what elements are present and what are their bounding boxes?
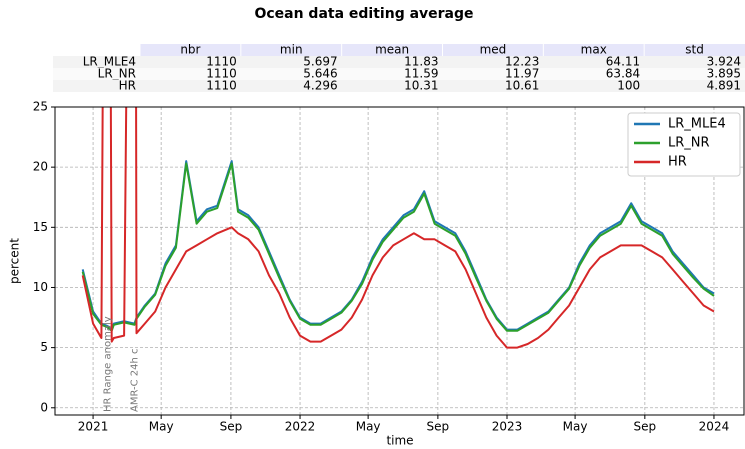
table-cell: 10.31 xyxy=(404,79,438,93)
table-cell: 1110 xyxy=(206,79,237,93)
table-cell: 11.59 xyxy=(404,67,438,81)
table-row-label: LR_NR xyxy=(98,67,136,81)
table-row-bg xyxy=(53,68,745,80)
table-cell: 4.296 xyxy=(303,79,337,93)
y-axis-label: percent xyxy=(8,238,22,284)
table-row-label: HR xyxy=(119,79,136,93)
x-tick-label: 2023 xyxy=(492,420,523,434)
table-header: max xyxy=(581,43,607,57)
x-tick-label: Sep xyxy=(634,420,657,434)
table-cell: 5.646 xyxy=(303,67,337,81)
table-cell: 63.84 xyxy=(606,67,640,81)
x-tick-label: 2021 xyxy=(78,420,109,434)
table-cell: 1110 xyxy=(206,67,237,81)
legend-label: LR_NR xyxy=(668,136,710,151)
x-tick-label: 2024 xyxy=(699,420,730,434)
table-cell: 1110 xyxy=(206,55,237,69)
table-header: mean xyxy=(375,43,409,57)
x-tick-label: Sep xyxy=(427,420,450,434)
table-cell: 100 xyxy=(617,79,640,93)
table-header: min xyxy=(280,43,303,57)
plot-frame xyxy=(54,106,745,416)
y-tick-label: 10 xyxy=(33,280,48,294)
table-row-bg xyxy=(53,80,745,92)
table-cell: 10.61 xyxy=(505,79,539,93)
annotation: HR Range anomaly xyxy=(103,316,114,412)
table-cell: 4.891 xyxy=(707,79,741,93)
table-cell: 64.11 xyxy=(606,55,640,69)
table-row-label: LR_MLE4 xyxy=(83,55,136,69)
table-cell: 3.895 xyxy=(707,67,741,81)
legend-box xyxy=(627,112,741,177)
y-tick-label: 5 xyxy=(40,340,48,354)
table-cell: 3.924 xyxy=(707,55,741,69)
table-header: nbr xyxy=(180,43,200,57)
y-tick-label: 25 xyxy=(33,100,48,114)
legend-label: LR_MLE4 xyxy=(668,117,726,132)
annotation: AMR-C 24h c xyxy=(129,348,140,412)
legend-label: HR xyxy=(668,155,687,170)
table-row-bg xyxy=(53,56,745,68)
x-tick-label: Sep xyxy=(220,420,243,434)
x-tick-label: 2022 xyxy=(285,420,316,434)
table-cell: 11.83 xyxy=(404,55,438,69)
table-cell: 11.97 xyxy=(505,67,539,81)
table-header: std xyxy=(685,43,704,57)
x-tick-label: May xyxy=(149,420,174,434)
x-tick-label: May xyxy=(356,420,381,434)
line-series xyxy=(81,162,715,332)
x-tick-label: May xyxy=(563,420,588,434)
y-tick-label: 0 xyxy=(40,400,48,414)
plot-area xyxy=(81,107,715,349)
table-cell: 12.23 xyxy=(505,55,539,69)
table-cell: 5.697 xyxy=(303,55,337,69)
y-tick-label: 15 xyxy=(33,220,48,234)
chart-title: Ocean data editing average xyxy=(254,6,473,22)
y-tick-label: 20 xyxy=(33,160,48,174)
x-axis-label: time xyxy=(386,434,413,448)
line-series xyxy=(81,107,715,349)
table-header: med xyxy=(480,43,507,57)
